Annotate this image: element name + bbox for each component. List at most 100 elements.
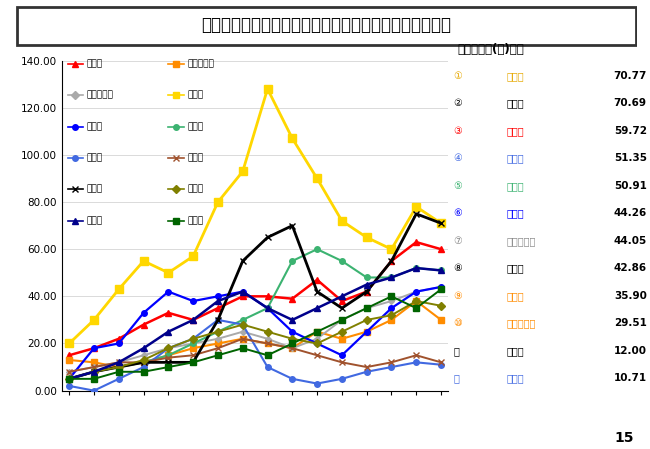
- Text: 御所市: 御所市: [506, 346, 524, 356]
- 桜井市: [412, 265, 420, 271]
- 生駒市: [164, 360, 172, 365]
- 大和郡山市: [437, 284, 445, 290]
- 香芝市: [189, 336, 197, 341]
- 御所市: [65, 369, 73, 374]
- Line: 宇陀市: 宇陀市: [66, 286, 444, 382]
- 葛城市: [90, 369, 98, 374]
- Text: ⑧: ⑧: [454, 263, 462, 273]
- 大和高田市: [412, 299, 420, 304]
- 香芝市: [239, 322, 246, 327]
- 香芝市: [387, 313, 395, 318]
- FancyBboxPatch shape: [18, 7, 636, 45]
- Text: 35.90: 35.90: [614, 291, 647, 301]
- Text: 宇陀市: 宇陀市: [187, 216, 203, 225]
- Text: 桜井市: 桜井市: [506, 181, 524, 191]
- Text: 奈良市: 奈良市: [506, 126, 524, 136]
- 葛城市: [387, 275, 395, 280]
- Line: 葛城市: 葛城市: [66, 264, 445, 382]
- 御所市: [289, 346, 296, 351]
- Text: ④: ④: [454, 153, 462, 163]
- 宇陀市: [412, 305, 420, 311]
- 生駒市: [289, 223, 296, 229]
- 桜井市: [189, 341, 197, 346]
- 葛城市: [363, 282, 370, 287]
- 香芝市: [214, 329, 222, 335]
- 大和郡山市: [140, 352, 148, 358]
- Text: ⑩: ⑩: [454, 318, 462, 328]
- 天理市: [90, 317, 98, 323]
- Text: 桜井市: 桜井市: [187, 122, 203, 131]
- 葛城市: [264, 305, 272, 311]
- 橿原市: [412, 289, 420, 295]
- 奈良市: [140, 322, 148, 327]
- 大和郡山市: [412, 289, 420, 295]
- 葛城市: [289, 317, 296, 323]
- 生駒市: [140, 360, 148, 365]
- Line: 大和郡山市: 大和郡山市: [67, 285, 443, 374]
- 生駒市: [239, 258, 246, 264]
- 大和高田市: [239, 336, 246, 341]
- Line: 大和高田市: 大和高田市: [66, 298, 444, 370]
- 御所市: [115, 360, 123, 365]
- 生駒市: [387, 258, 395, 264]
- 生駒市: [363, 289, 370, 295]
- 橿原市: [313, 341, 321, 346]
- 五條市: [164, 346, 172, 351]
- 葛城市: [189, 317, 197, 323]
- 橿原市: [239, 289, 246, 295]
- 桜井市: [387, 275, 395, 280]
- Text: 10.71: 10.71: [614, 373, 647, 383]
- Text: ②: ②: [454, 98, 462, 108]
- 桜井市: [65, 376, 73, 382]
- 大和高田市: [140, 360, 148, 365]
- 橿原市: [338, 352, 346, 358]
- 御所市: [214, 346, 222, 351]
- Text: 生駒市: 生駒市: [87, 185, 103, 194]
- Text: 天理市: 天理市: [187, 91, 203, 100]
- 大和高田市: [90, 360, 98, 365]
- 香芝市: [90, 369, 98, 374]
- Text: 宇陀市: 宇陀市: [506, 263, 524, 273]
- Text: 大和郡山市: 大和郡山市: [87, 91, 114, 100]
- 大和郡山市: [313, 336, 321, 341]
- 御所市: [239, 336, 246, 341]
- Line: 天理市: 天理市: [65, 85, 445, 348]
- 香芝市: [264, 329, 272, 335]
- 桜井市: [363, 275, 370, 280]
- 天理市: [189, 254, 197, 259]
- Text: 大和郡山市: 大和郡山市: [506, 236, 536, 246]
- 五條市: [363, 369, 370, 374]
- 宇陀市: [387, 294, 395, 299]
- 大和高田市: [363, 329, 370, 335]
- Text: 29.51: 29.51: [614, 318, 647, 328]
- 大和高田市: [437, 317, 445, 323]
- 宇陀市: [313, 329, 321, 335]
- 大和高田市: [289, 346, 296, 351]
- 生駒市: [313, 289, 321, 295]
- 五條市: [437, 362, 445, 367]
- Line: 桜井市: 桜井市: [66, 247, 444, 382]
- 天理市: [239, 169, 246, 174]
- 葛城市: [338, 294, 346, 299]
- 宇陀市: [164, 365, 172, 370]
- 大和郡山市: [363, 305, 370, 311]
- 葛城市: [214, 299, 222, 304]
- 五條市: [140, 365, 148, 370]
- Text: 奈良市: 奈良市: [87, 59, 103, 68]
- 香芝市: [363, 317, 370, 323]
- 葛城市: [164, 329, 172, 335]
- 御所市: [387, 360, 395, 365]
- 大和郡山市: [164, 346, 172, 351]
- 宇陀市: [90, 376, 98, 382]
- Text: ①: ①: [454, 71, 462, 81]
- 宇陀市: [437, 286, 445, 292]
- Text: 大和高田市: 大和高田市: [187, 59, 214, 68]
- 生駒市: [338, 305, 346, 311]
- Text: 生駒市: 生駒市: [506, 98, 524, 108]
- 天理市: [115, 286, 123, 292]
- 大和郡山市: [387, 299, 395, 304]
- Text: 51.35: 51.35: [614, 153, 647, 163]
- 天理市: [65, 341, 73, 346]
- Text: 香芝市: 香芝市: [187, 185, 203, 194]
- 桜井市: [90, 369, 98, 374]
